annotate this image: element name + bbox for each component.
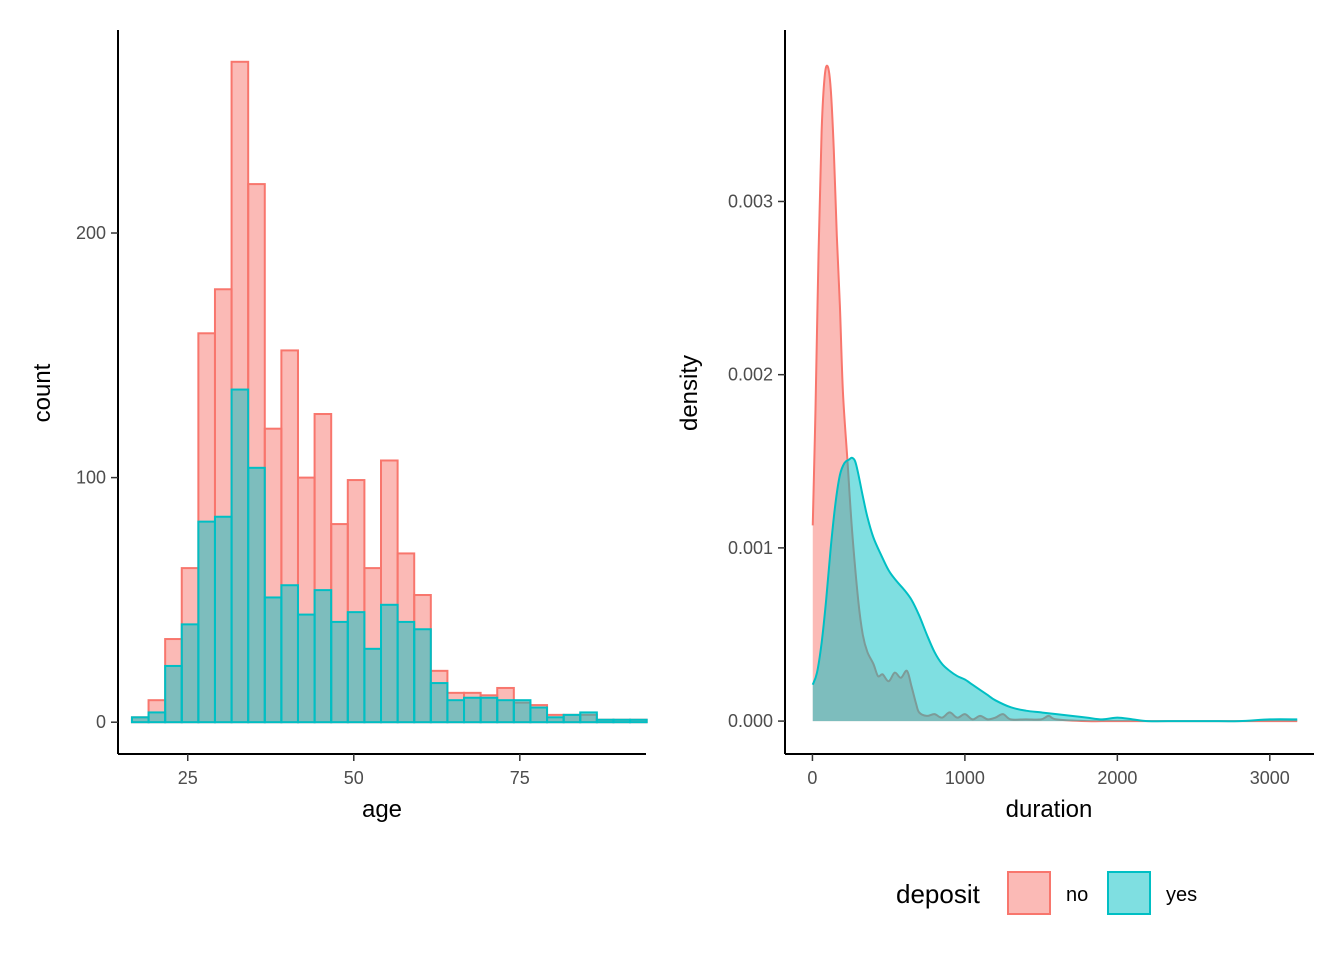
duration-x-tick-label: 2000 — [1097, 768, 1137, 788]
age-y-tick-label: 0 — [96, 712, 106, 732]
legend: deposit no yes — [896, 871, 1197, 915]
age-histogram-panel: 25 50 75 0 100 200 age count — [29, 30, 648, 823]
y-axis-title-density: density — [676, 355, 703, 431]
histogram-bar-yes — [197, 520, 216, 724]
histogram-bar-yes — [429, 682, 449, 724]
histogram-bar-yes — [529, 706, 549, 724]
duration-y-tick-label: 0.001 — [728, 538, 773, 558]
duration-y-tick-label: 0.002 — [728, 365, 773, 385]
duration-x-tick-label: 0 — [807, 768, 817, 788]
duration-y-tick-label: 0.000 — [728, 711, 773, 731]
histogram-bar-yes — [512, 699, 532, 724]
age-x-tick-label: 50 — [344, 768, 364, 788]
histogram-bar-yes — [330, 620, 349, 724]
histogram-bar-yes — [164, 664, 183, 724]
legend-swatch-yes — [1107, 871, 1151, 915]
histogram-bar-yes — [130, 716, 150, 724]
legend-title: deposit — [896, 879, 981, 909]
histogram-bar-yes — [247, 466, 266, 724]
histogram-bar-yes — [413, 628, 432, 724]
duration-y-tick-label: 0.003 — [728, 191, 773, 211]
legend-swatch-no — [1007, 871, 1051, 915]
histogram-bar-yes — [180, 623, 200, 724]
density-area-yes — [812, 457, 1298, 722]
histogram-bar-yes — [612, 718, 632, 724]
age-x-tick-label: 25 — [178, 768, 198, 788]
x-axis-title-age: age — [362, 796, 402, 823]
legend-label-yes: yes — [1166, 884, 1197, 906]
histogram-bar-yes — [363, 647, 383, 724]
histogram-bar-yes — [147, 711, 167, 724]
density-areas-group — [811, 64, 1298, 723]
histogram-bar-yes — [446, 699, 466, 724]
histogram-bar-yes — [230, 388, 250, 724]
yes-bars-group — [130, 388, 648, 724]
age-y-tick-label: 200 — [76, 223, 106, 243]
duration-x-tick-label: 3000 — [1250, 768, 1290, 788]
histogram-bar-yes — [479, 696, 499, 724]
duration-x-tick-label: 1000 — [945, 768, 985, 788]
legend-label-no: no — [1066, 884, 1088, 906]
duration-density-panel: 0 1000 2000 3000 0.000 0.001 0.002 0.003 durati… — [676, 30, 1314, 823]
histogram-bar-yes — [380, 603, 399, 724]
histogram-bar-yes — [213, 515, 233, 724]
histogram-bar-yes — [562, 713, 582, 724]
histogram-bar-yes — [296, 613, 316, 724]
x-axis-title-duration: duration — [1006, 796, 1093, 823]
histogram-bar-yes — [579, 711, 598, 724]
age-y-tick-label: 100 — [76, 468, 106, 488]
histogram-bar-yes — [595, 718, 615, 724]
histogram-bar-yes — [496, 699, 515, 724]
duration-density-axes: 0 1000 2000 3000 0.000 0.001 0.002 0.003 — [728, 30, 1314, 788]
y-axis-title-count: count — [29, 363, 56, 422]
histogram-bar-yes — [546, 716, 565, 724]
histogram-bar-yes — [346, 611, 366, 724]
age-x-tick-label: 75 — [510, 768, 530, 788]
histogram-bar-yes — [263, 596, 283, 724]
density-line-yes — [811, 456, 1298, 723]
histogram-bar-yes — [629, 718, 648, 724]
histogram-bar-yes — [396, 620, 416, 724]
histogram-bar-yes — [463, 696, 482, 724]
age-histogram-axes: 25 50 75 0 100 200 — [76, 30, 646, 788]
histogram-bar-yes — [313, 589, 333, 724]
histogram-bar-yes — [280, 584, 299, 724]
